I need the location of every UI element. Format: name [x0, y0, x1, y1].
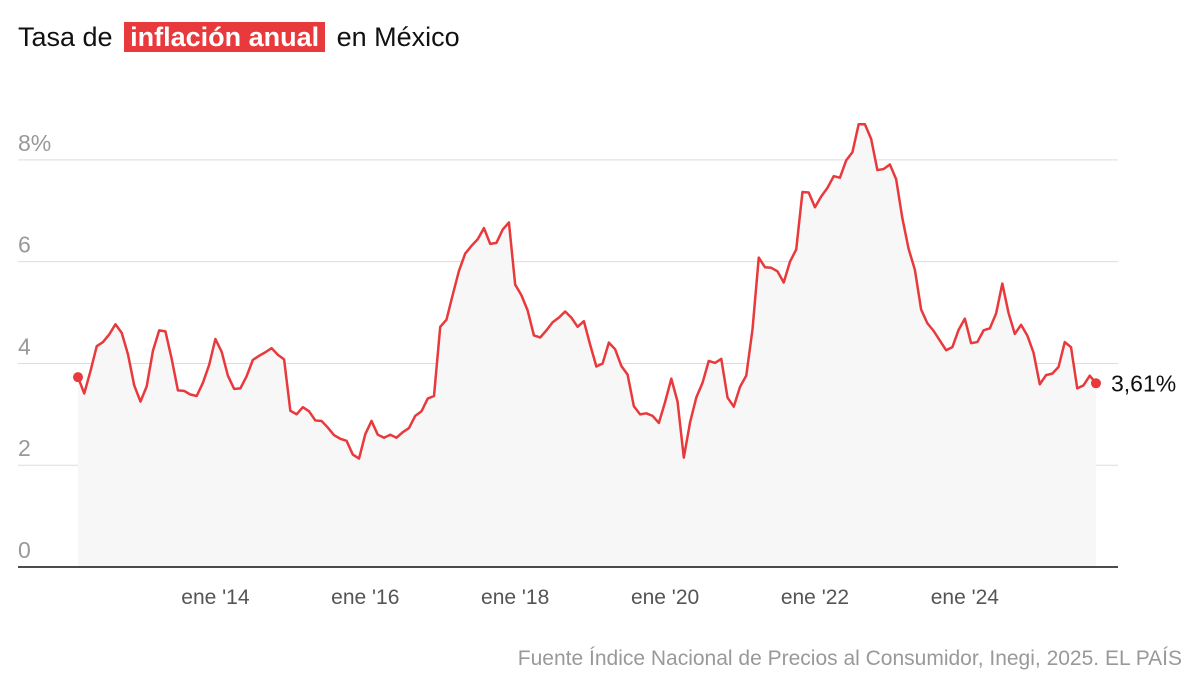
end-dot [1091, 378, 1101, 389]
x-tick-label: ene '18 [481, 586, 549, 609]
title-text: Tasa de [18, 22, 113, 52]
line [76, 123, 1097, 460]
area [78, 124, 1096, 568]
x-tick-label: ene '16 [331, 586, 399, 609]
x-tick-label: ene '22 [781, 586, 849, 609]
y-tick-label: 2 [18, 435, 31, 461]
x-tick-label: ene '20 [631, 586, 699, 609]
end-dot [73, 372, 83, 383]
x-tick-label: ene '14 [181, 586, 250, 609]
value-label: 3,61% [1111, 370, 1176, 396]
y-tick-label: 0 [18, 537, 31, 563]
x-tick-label: ene '24 [931, 586, 1000, 609]
chart-title: Tasa de inflación anual en México [18, 22, 460, 53]
title-text: en México [336, 22, 460, 52]
title-highlight: inflación anual [124, 22, 326, 52]
y-tick-label: 6 [18, 232, 31, 258]
y-tick-label: 4 [18, 333, 31, 359]
y-tick-label: 8% [18, 130, 51, 156]
source: Fuente Índice Nacional de Precios al Con… [518, 647, 1182, 670]
